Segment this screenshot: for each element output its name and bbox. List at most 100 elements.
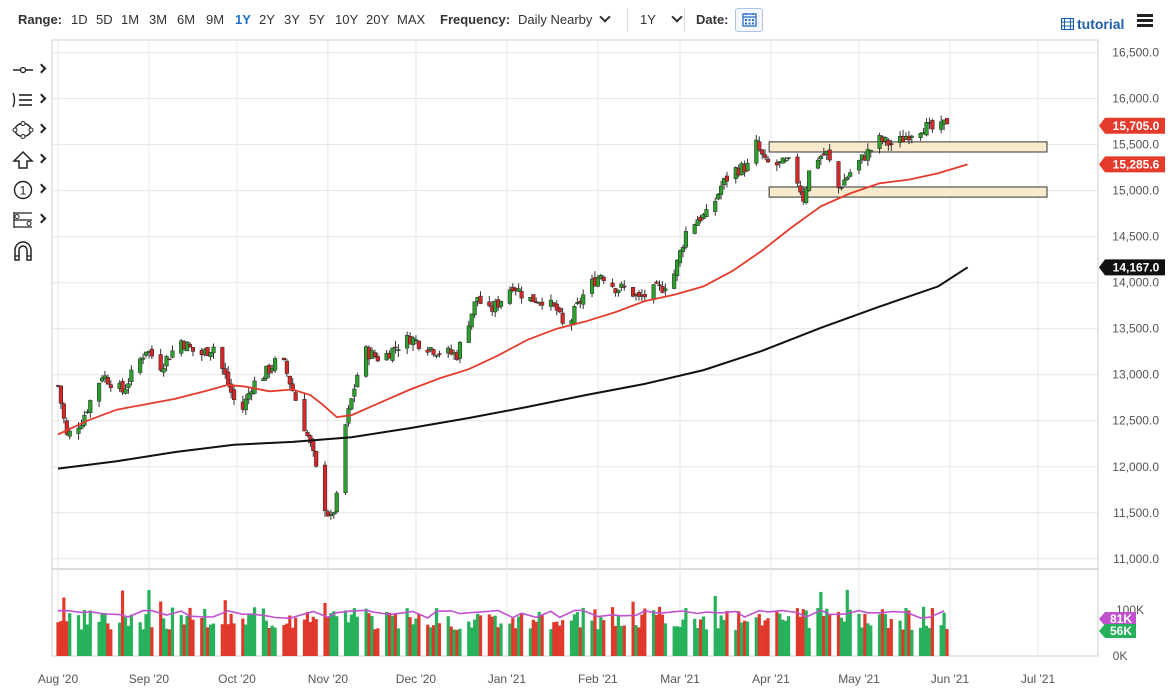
- x-tick-label: May '21: [838, 672, 880, 686]
- frequency-select[interactable]: Daily Nearby: [518, 11, 612, 27]
- tutorial-link[interactable]: tutorial: [1060, 16, 1125, 32]
- candle-body: [595, 276, 600, 287]
- volume-bar: [640, 614, 644, 656]
- volume-bar: [411, 624, 415, 656]
- volume-bar: [883, 614, 888, 656]
- candle-body: [675, 259, 680, 276]
- candle-body: [677, 250, 683, 264]
- y-axis: 16,500.0 16,000.0 15,500.0 15,000.0 14,500.0…: [1112, 46, 1159, 566]
- candle-body: [364, 346, 369, 377]
- candle-body: [654, 281, 659, 284]
- y-tick-label: 11,500.0: [1113, 506, 1159, 520]
- volume-bar: [291, 627, 295, 656]
- range-button-2y[interactable]: 2Y: [259, 12, 275, 27]
- hamburger-menu-icon[interactable]: [1137, 14, 1153, 28]
- line-tool-icon: [13, 66, 33, 74]
- volume-bar: [106, 623, 110, 656]
- volume-bar: [452, 629, 456, 656]
- candle-body: [713, 201, 718, 212]
- volume-bar: [660, 614, 665, 656]
- volume-bar: [613, 625, 618, 656]
- arrow-tool-button[interactable]: [8, 148, 52, 172]
- volume-bar: [921, 606, 926, 656]
- volume-bar: [754, 617, 758, 656]
- candle-body: [343, 424, 348, 493]
- candlestick-series: [55, 115, 950, 520]
- range-button-1d[interactable]: 1D: [71, 12, 88, 27]
- volume-bar: [508, 623, 512, 656]
- range-button-20y[interactable]: 20Y: [366, 12, 390, 27]
- y-tick-label: 16,500.0: [1112, 46, 1159, 60]
- range-button-10y[interactable]: 10Y: [335, 12, 359, 27]
- volume-bar: [355, 616, 359, 656]
- candle-body: [663, 288, 668, 291]
- volume-bar: [804, 610, 808, 656]
- volume-bar: [531, 619, 535, 656]
- volume-bar: [65, 621, 69, 656]
- volume-bar: [332, 611, 336, 656]
- range-button-1m[interactable]: 1M: [121, 12, 140, 27]
- y-tick-label: 12,000.0: [1112, 460, 1159, 474]
- volume-bar: [97, 621, 101, 656]
- fib-tool-button[interactable]: [8, 208, 52, 232]
- range-button-3m[interactable]: 3M: [149, 12, 168, 27]
- volume-bar: [555, 621, 559, 656]
- candle-body: [815, 159, 820, 169]
- range-button-5y[interactable]: 5Y: [309, 12, 325, 27]
- volume-bar: [164, 628, 169, 656]
- range-button-5d[interactable]: 5D: [96, 12, 113, 27]
- count-tool-button[interactable]: 1: [8, 178, 52, 202]
- shapes-tool-button[interactable]: [8, 118, 52, 142]
- line-tool-button[interactable]: [8, 58, 52, 82]
- studies-tool-button[interactable]: [8, 88, 52, 112]
- volume-bar: [68, 613, 72, 656]
- candle-body: [67, 430, 72, 437]
- range-button-3y[interactable]: 3Y: [284, 12, 300, 27]
- volume-bar: [426, 624, 430, 656]
- candle-body: [906, 135, 911, 141]
- volume-bar: [305, 611, 310, 656]
- toolbar: Range: 1D 5D 1M 3M 6M 9M 1Y 2Y 3Y 5Y 10Y 20Y MAX Fre…: [0, 0, 1168, 40]
- frequency-label: Frequency:: [440, 12, 511, 27]
- volume-bar: [241, 618, 245, 656]
- price-tag-label: 14,167.0: [1113, 260, 1160, 274]
- volume-bar: [326, 616, 330, 656]
- candle-body: [252, 380, 257, 394]
- magnet-tool-button[interactable]: [8, 238, 52, 262]
- range-button-1y[interactable]: 1Y: [235, 12, 251, 27]
- volume-bar: [616, 615, 621, 656]
- svg-text:1: 1: [20, 184, 27, 198]
- volume-bar: [698, 619, 703, 656]
- candle-body: [284, 360, 289, 374]
- x-tick-label: Oct '20: [218, 672, 256, 686]
- candle-body: [581, 294, 586, 305]
- range-button-9m[interactable]: 9M: [206, 12, 225, 27]
- price-zone-box: [768, 141, 1048, 153]
- range-button-6m[interactable]: 6M: [177, 12, 196, 27]
- x-tick-label: Nov '20: [308, 672, 349, 686]
- volume-bar: [329, 613, 333, 656]
- volume-bar: [232, 623, 236, 656]
- candle-body: [754, 139, 759, 164]
- range-button-max[interactable]: MAX: [397, 12, 426, 27]
- volume-bar: [889, 618, 893, 656]
- volume-bar: [59, 620, 63, 656]
- candle-body: [531, 294, 536, 303]
- volume-bar: [828, 614, 832, 656]
- x-tick-label: Jul '21: [1021, 672, 1056, 686]
- date-picker-button[interactable]: [735, 8, 763, 32]
- period-select[interactable]: 1Y: [640, 11, 683, 27]
- volume-bar: [487, 614, 491, 656]
- candle-body: [243, 398, 248, 411]
- volume-bar: [126, 625, 131, 656]
- volume-bar: [273, 627, 277, 656]
- volume-bar: [593, 609, 597, 656]
- candle-body: [930, 120, 935, 130]
- candle-body: [226, 371, 231, 386]
- volume-bar: [390, 615, 395, 656]
- tutorial-label: tutorial: [1077, 16, 1125, 32]
- candle-body: [636, 292, 642, 297]
- volume-bar: [367, 613, 371, 656]
- volume-bar: [801, 609, 805, 656]
